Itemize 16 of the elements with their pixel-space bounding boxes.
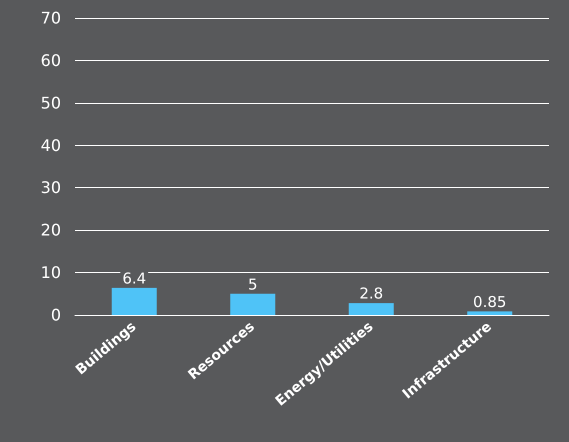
bar bbox=[112, 288, 157, 315]
y-tick-label: 0 bbox=[50, 306, 61, 324]
bar bbox=[348, 303, 394, 315]
y-tick-label: 70 bbox=[40, 8, 61, 28]
y-tick-label: 10 bbox=[40, 263, 61, 282]
data-label: 0.85 bbox=[473, 292, 506, 311]
y-tick-label: 50 bbox=[40, 93, 61, 112]
y-tick-label: 20 bbox=[40, 220, 61, 240]
bar bbox=[230, 294, 276, 315]
bar bbox=[467, 311, 512, 315]
data-label: 2.8 bbox=[359, 284, 384, 303]
data-label: 5 bbox=[248, 275, 258, 294]
y-tick-label: 30 bbox=[40, 178, 61, 198]
data-label: 6.4 bbox=[122, 269, 146, 288]
y-tick-label: 60 bbox=[40, 50, 61, 70]
y-tick-label: 40 bbox=[40, 136, 61, 155]
